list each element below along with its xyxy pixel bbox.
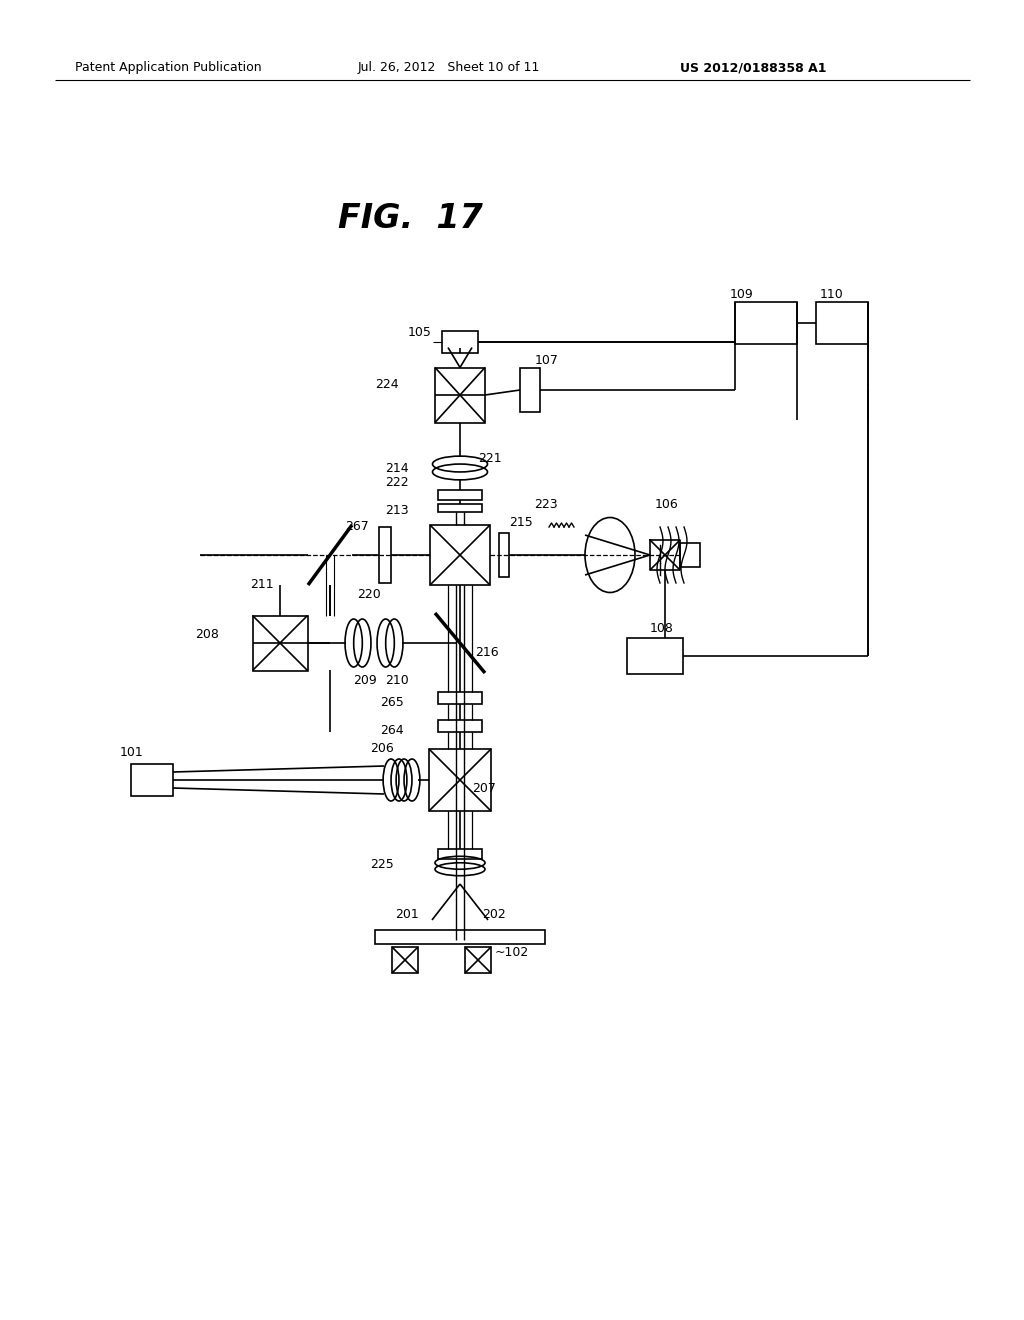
Text: 224: 224 bbox=[375, 379, 398, 392]
Text: 225: 225 bbox=[370, 858, 394, 870]
Bar bbox=[131, 764, 173, 796]
Text: 208: 208 bbox=[195, 628, 219, 642]
Text: 109: 109 bbox=[730, 289, 754, 301]
Text: 213: 213 bbox=[385, 503, 409, 516]
Text: 202: 202 bbox=[482, 908, 506, 921]
Text: 107: 107 bbox=[535, 354, 559, 367]
Text: 215: 215 bbox=[509, 516, 532, 529]
Text: 221: 221 bbox=[478, 451, 502, 465]
Text: 206: 206 bbox=[370, 742, 394, 755]
Bar bbox=[438, 504, 482, 512]
Bar bbox=[816, 302, 868, 345]
Bar bbox=[375, 931, 545, 944]
Text: Jul. 26, 2012   Sheet 10 of 11: Jul. 26, 2012 Sheet 10 of 11 bbox=[358, 62, 541, 74]
Text: Patent Application Publication: Patent Application Publication bbox=[75, 62, 261, 74]
Text: 207: 207 bbox=[472, 781, 496, 795]
Text: ~102: ~102 bbox=[495, 945, 529, 958]
Bar bbox=[435, 367, 485, 422]
Text: FIG.  17: FIG. 17 bbox=[338, 202, 482, 235]
Text: 105: 105 bbox=[408, 326, 432, 339]
Bar bbox=[430, 525, 490, 585]
Bar bbox=[438, 490, 482, 500]
Text: US 2012/0188358 A1: US 2012/0188358 A1 bbox=[680, 62, 826, 74]
Text: 216: 216 bbox=[475, 647, 499, 660]
Bar bbox=[520, 368, 540, 412]
Text: 222: 222 bbox=[385, 477, 409, 490]
Bar bbox=[438, 719, 482, 733]
Text: 265: 265 bbox=[380, 696, 403, 709]
Bar bbox=[429, 748, 490, 810]
Text: 220: 220 bbox=[357, 589, 381, 602]
Text: 108: 108 bbox=[650, 622, 674, 635]
Text: 101: 101 bbox=[120, 746, 143, 759]
Bar bbox=[438, 849, 482, 859]
Text: 214: 214 bbox=[385, 462, 409, 475]
Bar bbox=[392, 946, 418, 973]
Bar bbox=[465, 946, 490, 973]
Text: 209: 209 bbox=[353, 675, 377, 688]
Text: 110: 110 bbox=[820, 289, 844, 301]
Text: 106: 106 bbox=[655, 499, 679, 511]
Bar bbox=[499, 533, 509, 577]
Bar bbox=[442, 331, 478, 352]
Bar bbox=[438, 692, 482, 704]
Bar bbox=[680, 543, 700, 568]
Text: 264: 264 bbox=[380, 723, 403, 737]
Bar bbox=[735, 302, 797, 345]
Text: 211: 211 bbox=[250, 578, 273, 591]
Bar bbox=[253, 615, 307, 671]
Text: 223: 223 bbox=[534, 499, 558, 511]
Text: 210: 210 bbox=[385, 675, 409, 688]
Text: 267: 267 bbox=[345, 520, 369, 533]
Bar bbox=[627, 638, 683, 675]
Bar bbox=[379, 527, 391, 583]
Text: 201: 201 bbox=[395, 908, 419, 921]
